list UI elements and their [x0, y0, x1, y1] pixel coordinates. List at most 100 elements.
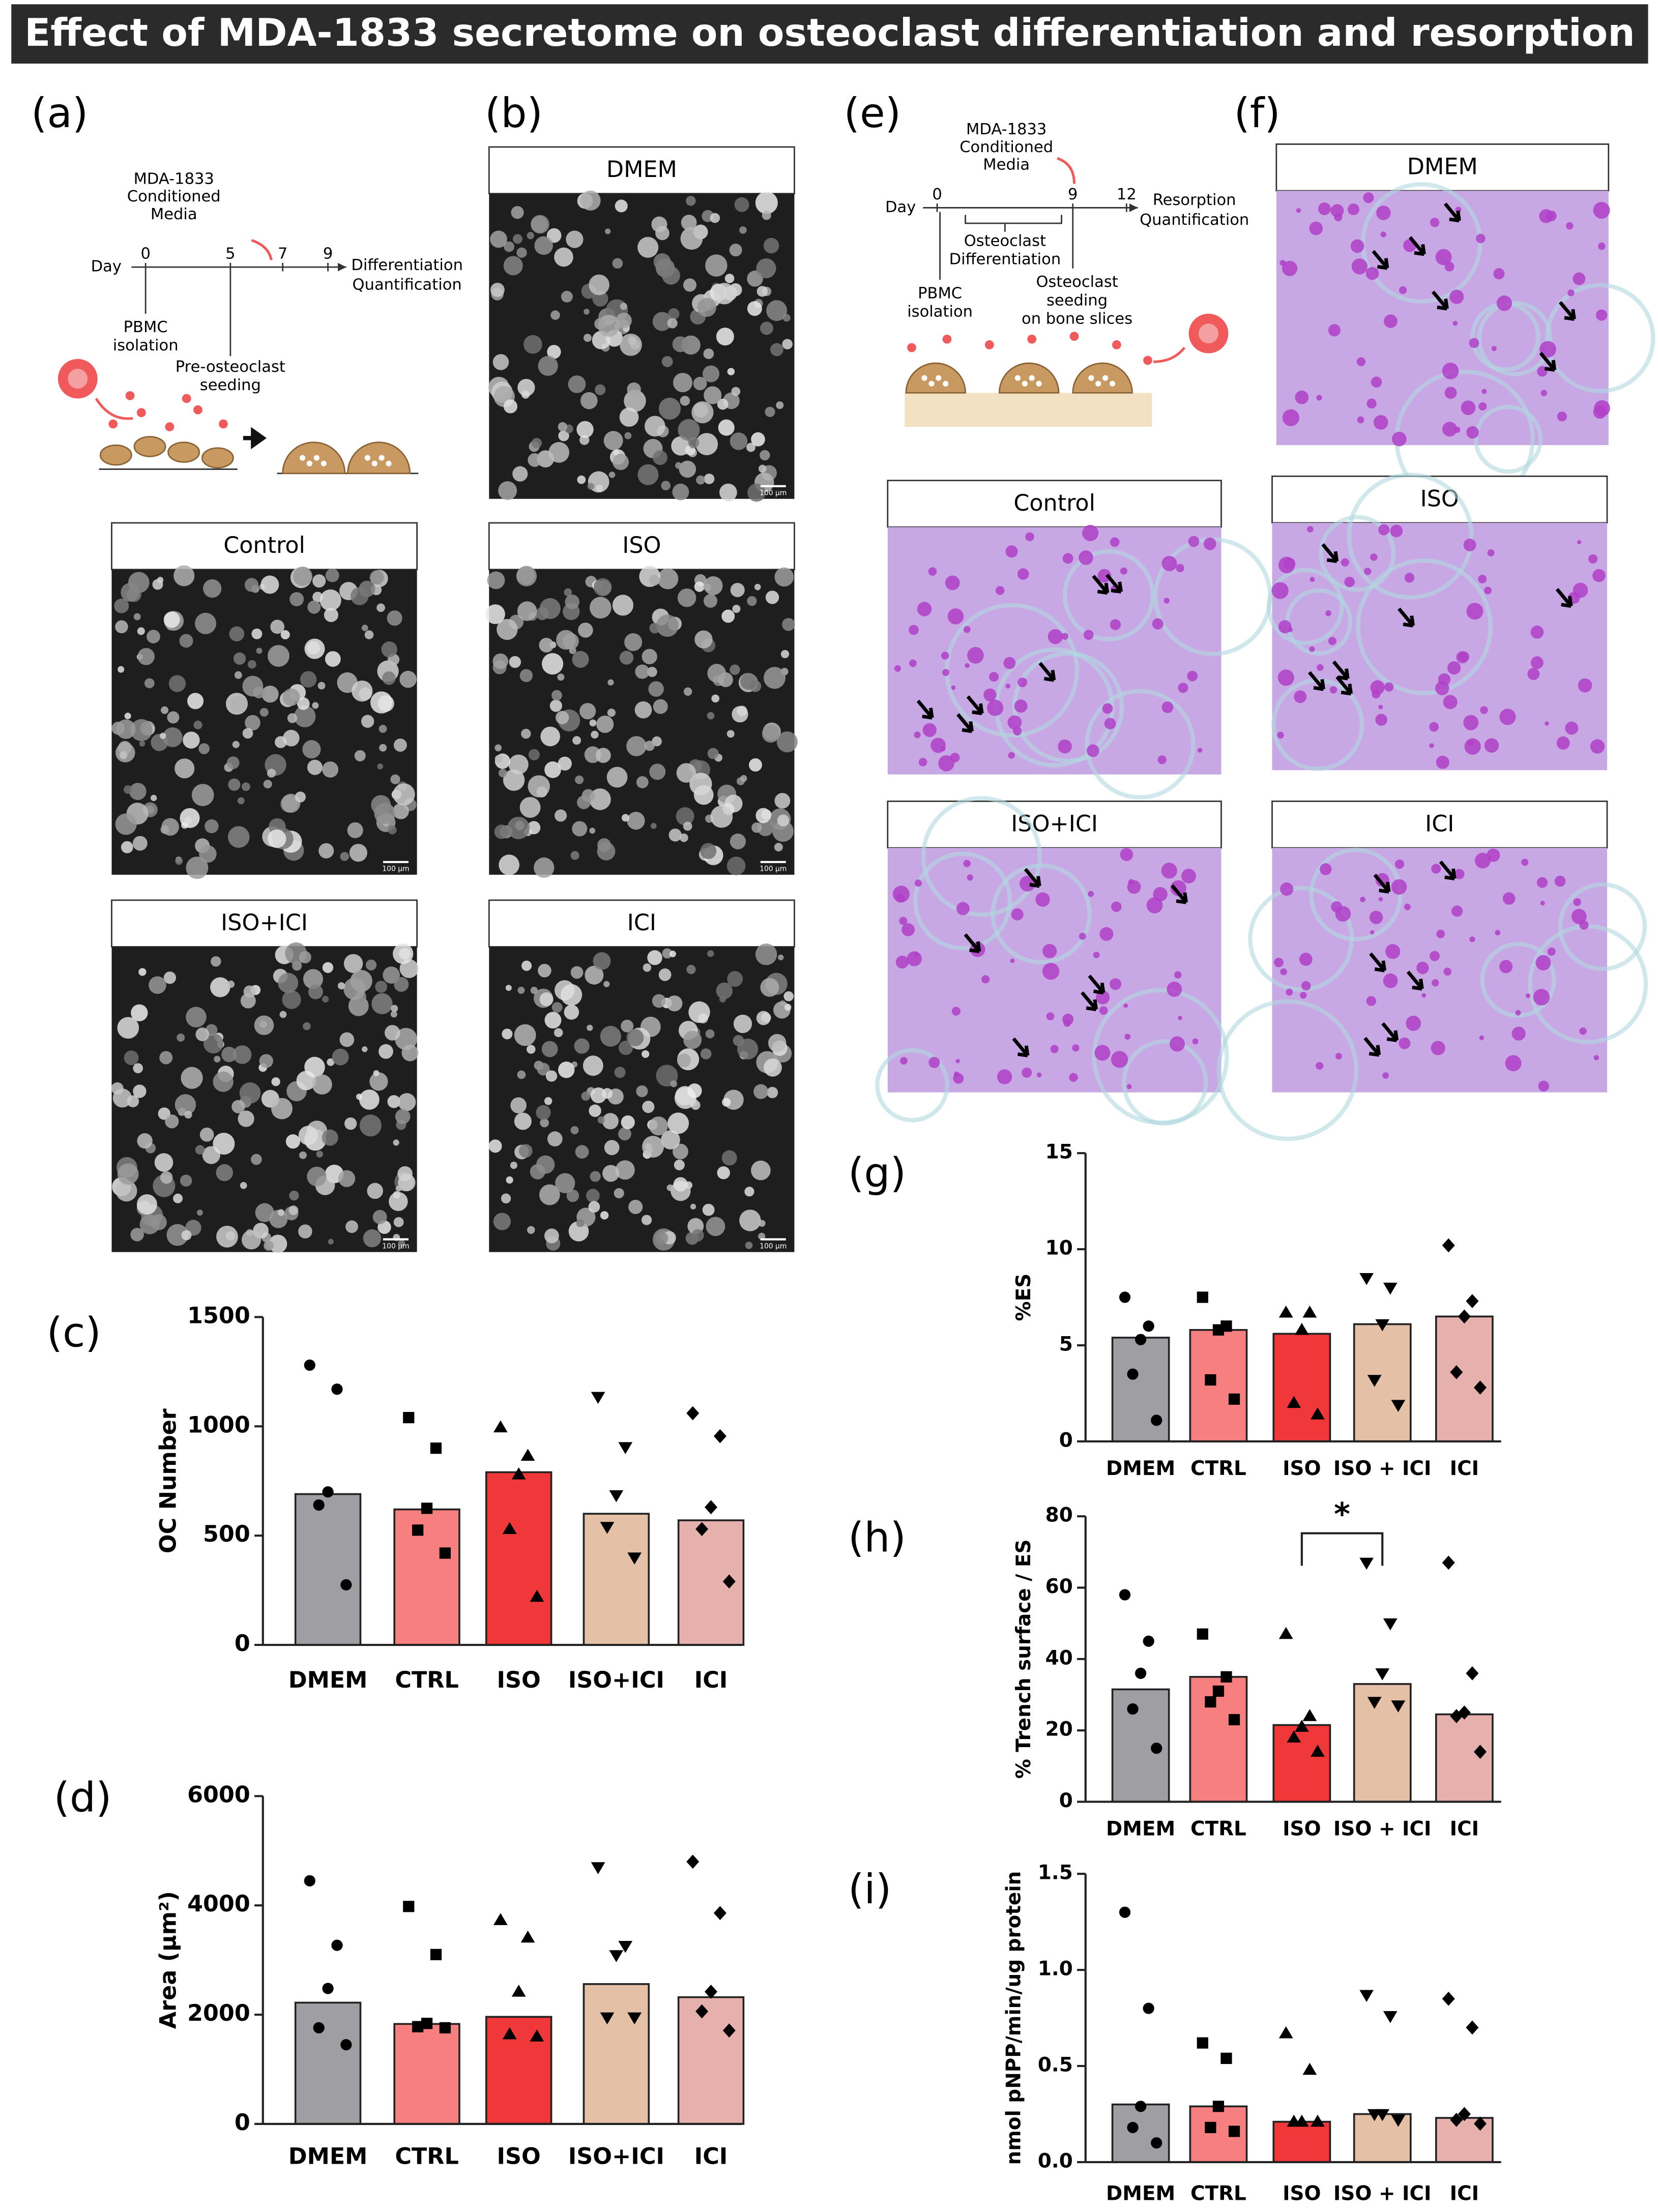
secretome-dot: [125, 391, 135, 400]
cell: [163, 971, 177, 984]
data-point: [1466, 1666, 1479, 1680]
cell: [1307, 526, 1314, 533]
cell: [748, 758, 762, 772]
cell: [167, 711, 180, 724]
cell: [730, 833, 746, 849]
cell: [1192, 1038, 1199, 1045]
cell: [168, 675, 186, 692]
cell: [339, 1032, 355, 1047]
cell: [657, 568, 679, 589]
lamella: [1319, 515, 1396, 592]
cell: [1370, 553, 1378, 561]
cell: [282, 990, 301, 1009]
cell: [1496, 295, 1512, 311]
cell: [649, 763, 666, 780]
cell: [566, 230, 584, 248]
arrow: [1431, 290, 1449, 311]
cell: [234, 671, 242, 679]
cell: [702, 1203, 715, 1216]
cell: [1499, 709, 1516, 725]
cell: [697, 298, 716, 317]
cell: [557, 673, 565, 681]
cell: [1316, 1061, 1324, 1070]
cell: [1335, 906, 1351, 922]
cell: [381, 641, 397, 658]
cell: [322, 995, 329, 1003]
lamella: [913, 851, 1012, 951]
arrow: [1381, 1022, 1399, 1042]
cell: [213, 1133, 235, 1155]
cell: [280, 630, 290, 640]
cell: [1372, 690, 1381, 699]
cell: [268, 645, 289, 667]
cell: [653, 699, 668, 714]
y-tick-label: 4000: [187, 1891, 250, 1917]
data-point: [1294, 1322, 1309, 1335]
cell: [269, 1234, 287, 1253]
lamella: [1085, 689, 1196, 800]
schematic-text: MDA-1833: [966, 121, 1046, 138]
cell: [1197, 748, 1203, 753]
cell: [523, 335, 542, 354]
y-axis-label: nmol pNPP/min/ug protein: [1002, 1871, 1025, 2165]
schematic-text: 5: [225, 245, 235, 263]
cell: [589, 719, 597, 727]
schematic-text: Quantification: [1140, 211, 1249, 229]
y-tick-label: 1500: [187, 1303, 250, 1329]
data-point: [1220, 2052, 1232, 2064]
cell: [297, 697, 310, 710]
cell: [626, 736, 647, 756]
arrow: [1373, 873, 1391, 894]
cell: [518, 1144, 533, 1158]
data-point: [1302, 2062, 1317, 2075]
stained-image: [887, 524, 1272, 800]
cell: [774, 792, 791, 809]
panel-label: (d): [54, 1774, 112, 1822]
cell: [603, 981, 610, 987]
cell: [488, 1139, 502, 1153]
cell: [225, 1231, 236, 1241]
cell: [722, 1098, 731, 1107]
cell: [1017, 568, 1029, 580]
cell: [940, 746, 946, 752]
cell: [914, 879, 922, 887]
cell: [517, 986, 525, 994]
cell: [352, 680, 373, 702]
cell: [1334, 213, 1343, 222]
cell: [1394, 859, 1405, 869]
cell: [115, 620, 128, 634]
data-point: [1197, 2037, 1208, 2049]
cell: [593, 578, 612, 597]
data-point: [1311, 1407, 1325, 1420]
cell: [1010, 958, 1015, 963]
cell: [327, 1058, 335, 1066]
cell: [661, 481, 671, 490]
secretome-dot: [1112, 340, 1121, 349]
cell: [1079, 550, 1093, 565]
cell: [564, 1005, 579, 1020]
cell: [394, 977, 409, 992]
cell: [1593, 201, 1610, 219]
cell: [710, 213, 720, 223]
arrow: [956, 713, 974, 733]
cell: [322, 1129, 338, 1146]
cell: [371, 993, 393, 1015]
bar: [294, 2001, 362, 2125]
cell: [1344, 576, 1355, 587]
cell: [247, 660, 256, 669]
cell: [303, 1022, 311, 1030]
data-point: [618, 1442, 633, 1455]
cell: [1392, 431, 1407, 447]
cell: [537, 1063, 550, 1076]
schematic-text: on bone slices: [1022, 310, 1132, 328]
data-point: [502, 1522, 517, 1534]
cell: [216, 1164, 233, 1182]
data-point: [403, 1901, 415, 1912]
cell: [600, 1211, 609, 1220]
cell: [1280, 968, 1287, 976]
cell: [214, 1055, 221, 1063]
cell: [643, 963, 652, 972]
cell: [1058, 739, 1072, 754]
cell: [367, 1183, 383, 1199]
timeline-head: [338, 262, 346, 272]
